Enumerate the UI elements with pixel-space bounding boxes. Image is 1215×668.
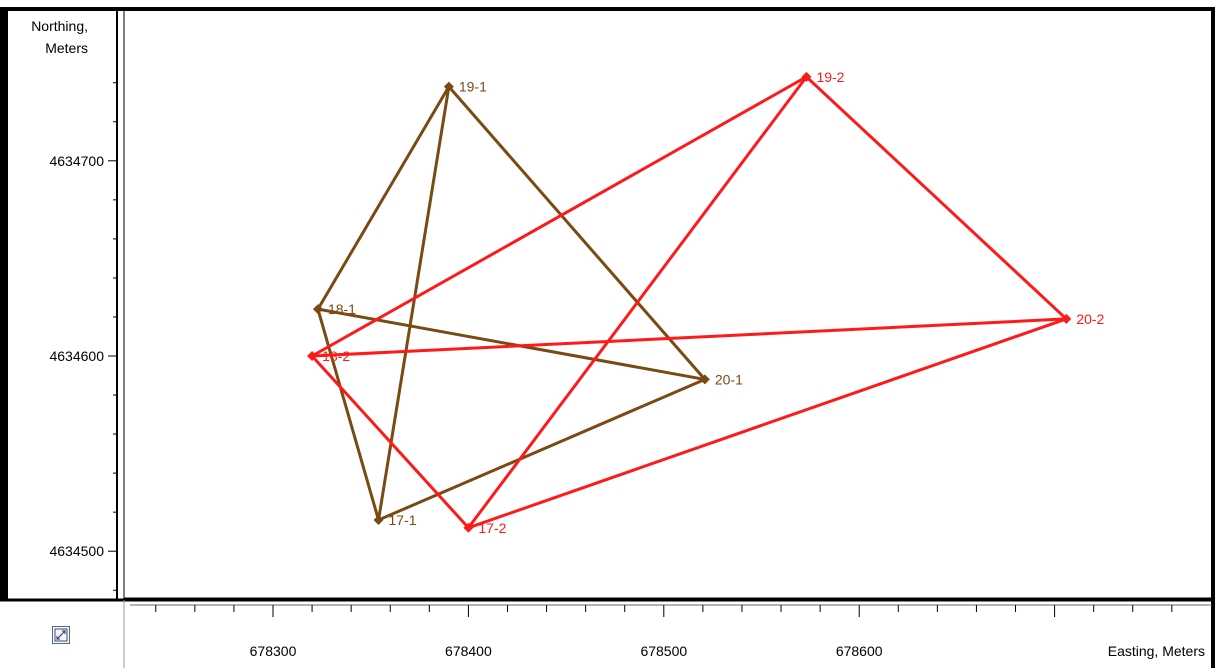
series-segment	[310, 354, 470, 530]
data-point-marker	[373, 514, 384, 525]
series-segment	[316, 85, 451, 311]
plot-area	[123, 8, 1213, 599]
series-segment	[804, 75, 1068, 321]
y-axis-title-line1: Northing,	[31, 18, 88, 34]
data-point-label: 19-2	[816, 69, 844, 85]
x-axis-title: Easting, Meters	[1108, 643, 1205, 659]
data-point-label: 19-1	[459, 79, 487, 95]
x-tick-label: 678500	[640, 643, 687, 659]
data-point-marker	[463, 522, 474, 533]
data-point-marker	[1061, 313, 1072, 324]
y-tick-label: 4634700	[49, 153, 104, 169]
series-segment	[310, 317, 1068, 358]
series-2: 17-2 18-2 19-2 20-2	[307, 69, 1105, 536]
y-axis-title-line2: Meters	[45, 40, 88, 56]
y-tick-label: 4634600	[49, 348, 104, 364]
data-point-label: 20-1	[715, 371, 743, 387]
series-segment	[316, 307, 381, 522]
series-segment	[466, 317, 1068, 530]
series-segment	[316, 307, 707, 381]
series-segment	[377, 377, 707, 522]
data-point-marker	[443, 81, 454, 92]
zoom-extent-icon	[54, 628, 68, 642]
data-point-marker	[312, 304, 323, 315]
x-tick-label: 678300	[250, 643, 297, 659]
data-point-marker	[801, 71, 812, 82]
series-segment	[310, 75, 808, 358]
y-axis: 4634500 4634600 4634700	[49, 82, 117, 591]
y-tick-label: 4634500	[49, 543, 104, 559]
data-point-label: 17-2	[478, 520, 506, 536]
data-point-label: 18-2	[322, 348, 350, 364]
data-point-label: 18-1	[328, 301, 356, 317]
series-layer: 17-1 18-1 19-1 20-1 17-2 18-2 19-2 20-2	[307, 69, 1105, 536]
series-segment	[377, 85, 451, 522]
series-segment	[447, 85, 707, 381]
zoom-extent-button[interactable]	[52, 626, 70, 644]
data-point-label: 20-2	[1076, 311, 1104, 327]
data-point-marker	[699, 374, 710, 385]
series-segment	[466, 75, 808, 530]
series-1: 17-1 18-1 19-1 20-1	[312, 79, 743, 528]
x-tick-label: 678600	[836, 643, 883, 659]
data-point-label: 17-1	[389, 512, 417, 528]
x-axis: 678300 678400 678500 678600	[155, 605, 1173, 659]
data-point-marker	[307, 351, 318, 361]
x-tick-label: 678400	[445, 643, 492, 659]
